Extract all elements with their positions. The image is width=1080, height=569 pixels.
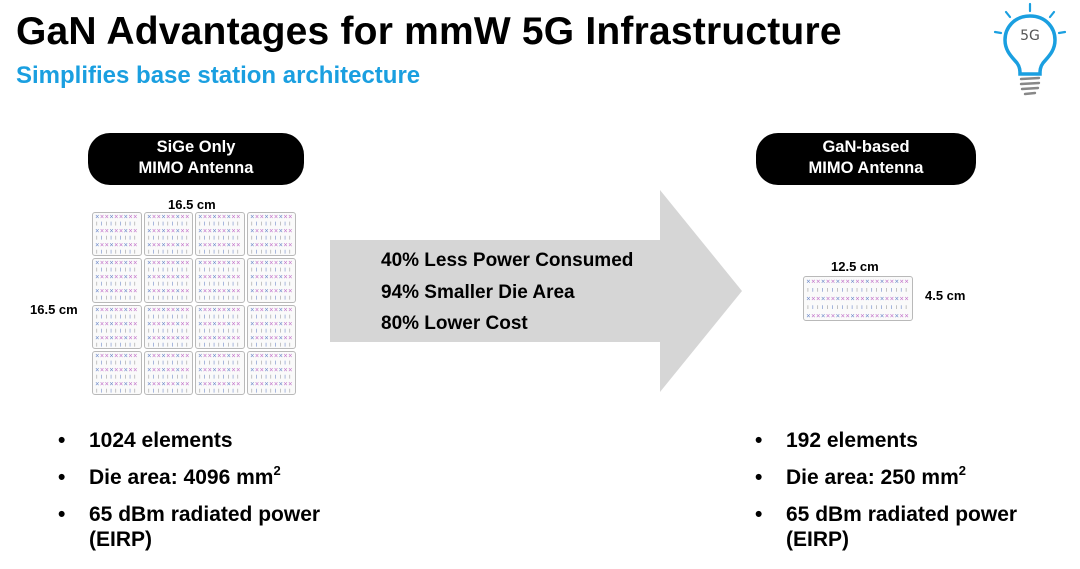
antenna-tile	[143, 304, 193, 349]
bullet-dot-icon: •	[755, 466, 763, 489]
gan-spec-item: • 192 elements	[755, 428, 1075, 453]
sige-height-label: 16.5 cm	[30, 302, 78, 317]
antenna-tile	[246, 350, 296, 395]
arrow-line-power: 40% Less Power Consumed	[381, 250, 634, 271]
gan-width-label: 12.5 cm	[831, 259, 879, 274]
bullet-dot-icon: •	[755, 503, 763, 526]
gan-height-label: 4.5 cm	[925, 288, 966, 303]
gan-antenna-label: GaN-based MIMO Antenna	[756, 133, 976, 185]
antenna-tile	[246, 212, 296, 257]
sige-spec-eirp: 65 dBm radiated power (EIRP)	[89, 503, 321, 551]
antenna-tile	[92, 350, 142, 395]
antenna-tile	[92, 258, 142, 303]
antenna-tile	[143, 258, 193, 303]
antenna-tile	[92, 304, 142, 349]
sige-die-area-exponent: 2	[273, 463, 281, 478]
bullet-dot-icon: •	[58, 466, 66, 489]
sige-spec-die-area: Die area: 4096 mm	[89, 466, 274, 489]
sige-antenna-label: SiGe Only MIMO Antenna	[88, 133, 304, 185]
sige-antenna-array	[92, 212, 296, 395]
sige-pill-line1: SiGe Only	[156, 138, 236, 156]
antenna-tile	[92, 212, 142, 257]
gan-antenna-array	[803, 276, 913, 321]
gan-spec-eirp: 65 dBm radiated power (EIRP)	[786, 503, 1018, 551]
bullet-dot-icon: •	[755, 429, 763, 452]
improvement-arrow	[330, 190, 742, 392]
slide-title: GaN Advantages for mmW 5G Infrastructure	[16, 10, 842, 53]
gan-spec-item: • 65 dBm radiated power (EIRP)	[755, 502, 1075, 552]
sige-spec-item: • Die area: 4096 mm2	[58, 463, 378, 490]
gan-spec-elements: 192 elements	[786, 429, 918, 452]
gan-pill-line1: GaN-based	[822, 138, 910, 156]
antenna-tile	[143, 350, 193, 395]
logo-text: 5G	[1020, 28, 1040, 44]
antenna-tile	[195, 304, 245, 349]
antenna-tile	[195, 258, 245, 303]
bullet-dot-icon: •	[58, 503, 66, 526]
sige-width-label: 16.5 cm	[168, 197, 216, 212]
antenna-tile	[195, 212, 245, 257]
arrow-line-die-area: 94% Smaller Die Area	[381, 282, 575, 303]
antenna-tile	[195, 350, 245, 395]
gan-spec-die-area: Die area: 250 mm	[786, 466, 959, 489]
antenna-tile	[246, 304, 296, 349]
bullet-dot-icon: •	[58, 429, 66, 452]
sige-spec-item: • 1024 elements	[58, 428, 378, 453]
arrow-line-cost: 80% Lower Cost	[381, 313, 528, 334]
sige-spec-item: • 65 dBm radiated power (EIRP)	[58, 502, 378, 552]
sige-spec-elements: 1024 elements	[89, 429, 233, 452]
antenna-tile	[246, 258, 296, 303]
gan-pill-line2: MIMO Antenna	[808, 159, 924, 177]
gan-specs-list: • 192 elements • Die area: 250 mm2 • 65 dBm…	[755, 428, 1075, 564]
gan-die-area-exponent: 2	[958, 463, 967, 478]
gan-spec-item: • Die area: 250 mm2	[755, 463, 1075, 490]
sige-specs-list: • 1024 elements • Die area: 4096 mm2 • 65 d…	[58, 428, 378, 564]
antenna-tile	[143, 212, 193, 257]
slide-subtitle: Simplifies base station architecture	[16, 62, 421, 89]
sige-pill-line2: MIMO Antenna	[138, 159, 254, 177]
lightbulb-5g-icon: 5G	[990, 2, 1070, 102]
